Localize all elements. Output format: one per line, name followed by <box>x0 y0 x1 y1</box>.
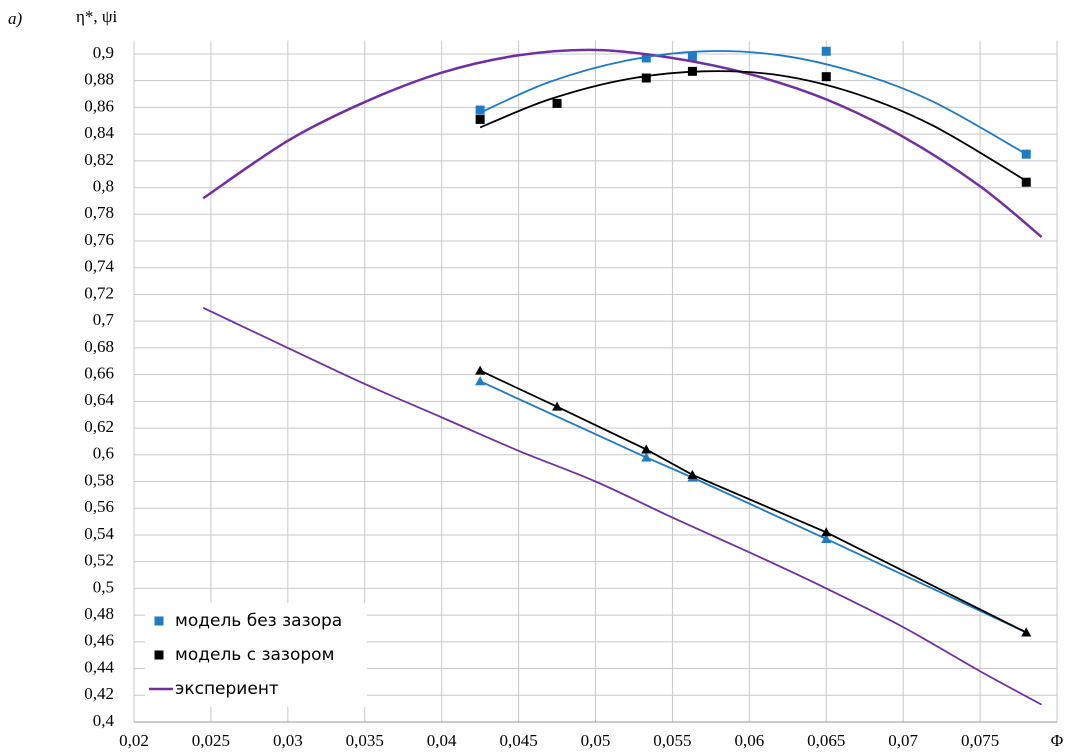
series-line <box>202 48 1043 238</box>
y-tick-label: 0,86 <box>84 96 114 115</box>
y-tick-label: 0,4 <box>93 711 115 730</box>
legend-label: экспериент <box>175 679 279 699</box>
marker <box>475 365 486 375</box>
legend-label: модель без зазора <box>175 611 342 631</box>
marker <box>821 72 831 82</box>
x-tick-label: 0,025 <box>192 731 230 750</box>
y-axis-title: η*, ψi <box>76 7 118 26</box>
marker <box>687 52 697 62</box>
marker <box>154 650 164 660</box>
marker <box>821 533 832 543</box>
series <box>202 48 1043 238</box>
y-tick-label: 0,84 <box>84 123 114 142</box>
y-tick-label: 0,82 <box>84 150 114 169</box>
y-tick-label: 0,64 <box>84 390 114 409</box>
x-tick-label: 0,05 <box>581 731 611 750</box>
y-tick-label: 0,68 <box>84 337 114 356</box>
x-tick-label: 0,075 <box>961 731 999 750</box>
x-tick-label: 0,03 <box>273 731 303 750</box>
panel-label: a) <box>8 9 23 28</box>
marker <box>475 105 485 115</box>
series <box>202 307 1043 706</box>
y-tick-label: 0,74 <box>84 257 114 276</box>
series <box>475 46 1031 159</box>
legend-box <box>145 603 367 707</box>
marker <box>1021 149 1031 159</box>
marker <box>154 616 164 626</box>
y-tick-label: 0,9 <box>93 43 114 62</box>
marker <box>821 527 832 537</box>
series-line <box>479 70 1027 182</box>
y-tick-label: 0,46 <box>84 631 114 650</box>
x-tick-label: 0,055 <box>653 731 691 750</box>
marker <box>552 401 563 411</box>
marker <box>475 376 486 386</box>
series-line <box>479 380 1027 634</box>
marker <box>821 46 831 56</box>
x-tick-label: 0,04 <box>427 731 457 750</box>
series <box>475 365 1032 637</box>
marker <box>641 73 651 83</box>
y-tick-label: 0,6 <box>93 444 114 463</box>
y-tick-label: 0,8 <box>93 176 114 195</box>
legend-label: модель с зазором <box>175 645 334 665</box>
x-tick-label: 0,045 <box>499 731 537 750</box>
series <box>479 50 1027 155</box>
series <box>475 376 1032 637</box>
y-tick-label: 0,62 <box>84 417 114 436</box>
y-tick-label: 0,88 <box>84 70 114 89</box>
series-line <box>479 369 1027 634</box>
series <box>479 70 1027 182</box>
y-tick-label: 0,42 <box>84 684 114 703</box>
y-tick-label: 0,5 <box>93 577 114 596</box>
y-tick-label: 0,78 <box>84 203 114 222</box>
y-tick-label: 0,76 <box>84 230 114 249</box>
y-tick-label: 0,44 <box>84 657 114 676</box>
y-tick-label: 0,52 <box>84 551 114 570</box>
marker <box>1021 177 1031 187</box>
marker <box>475 114 485 124</box>
x-tick-label: 0,06 <box>734 731 764 750</box>
marker <box>641 444 652 454</box>
legend: модель без зазора модель с зазором экспери… <box>145 603 367 707</box>
y-tick-label: 0,72 <box>84 283 114 302</box>
y-tick-label: 0,7 <box>93 310 115 329</box>
x-tick-label: Φ <box>1051 731 1063 750</box>
marker <box>641 452 652 462</box>
series-line <box>479 50 1027 155</box>
x-tick-label: 0,02 <box>119 731 149 750</box>
series <box>475 66 1031 187</box>
y-tick-label: 0,58 <box>84 470 114 489</box>
marker <box>1021 627 1032 637</box>
x-tick-label: 0,065 <box>807 731 845 750</box>
y-tick-label: 0,56 <box>84 497 114 516</box>
marker <box>687 469 698 479</box>
y-tick-label: 0,66 <box>84 364 114 383</box>
x-tick-label: 0,035 <box>346 731 384 750</box>
y-tick-label: 0,48 <box>84 604 114 623</box>
y-tick-label: 0,54 <box>84 524 114 543</box>
marker <box>552 98 562 108</box>
marker <box>641 53 651 63</box>
x-tick-label: 0,07 <box>888 731 918 750</box>
series-line <box>202 307 1043 706</box>
